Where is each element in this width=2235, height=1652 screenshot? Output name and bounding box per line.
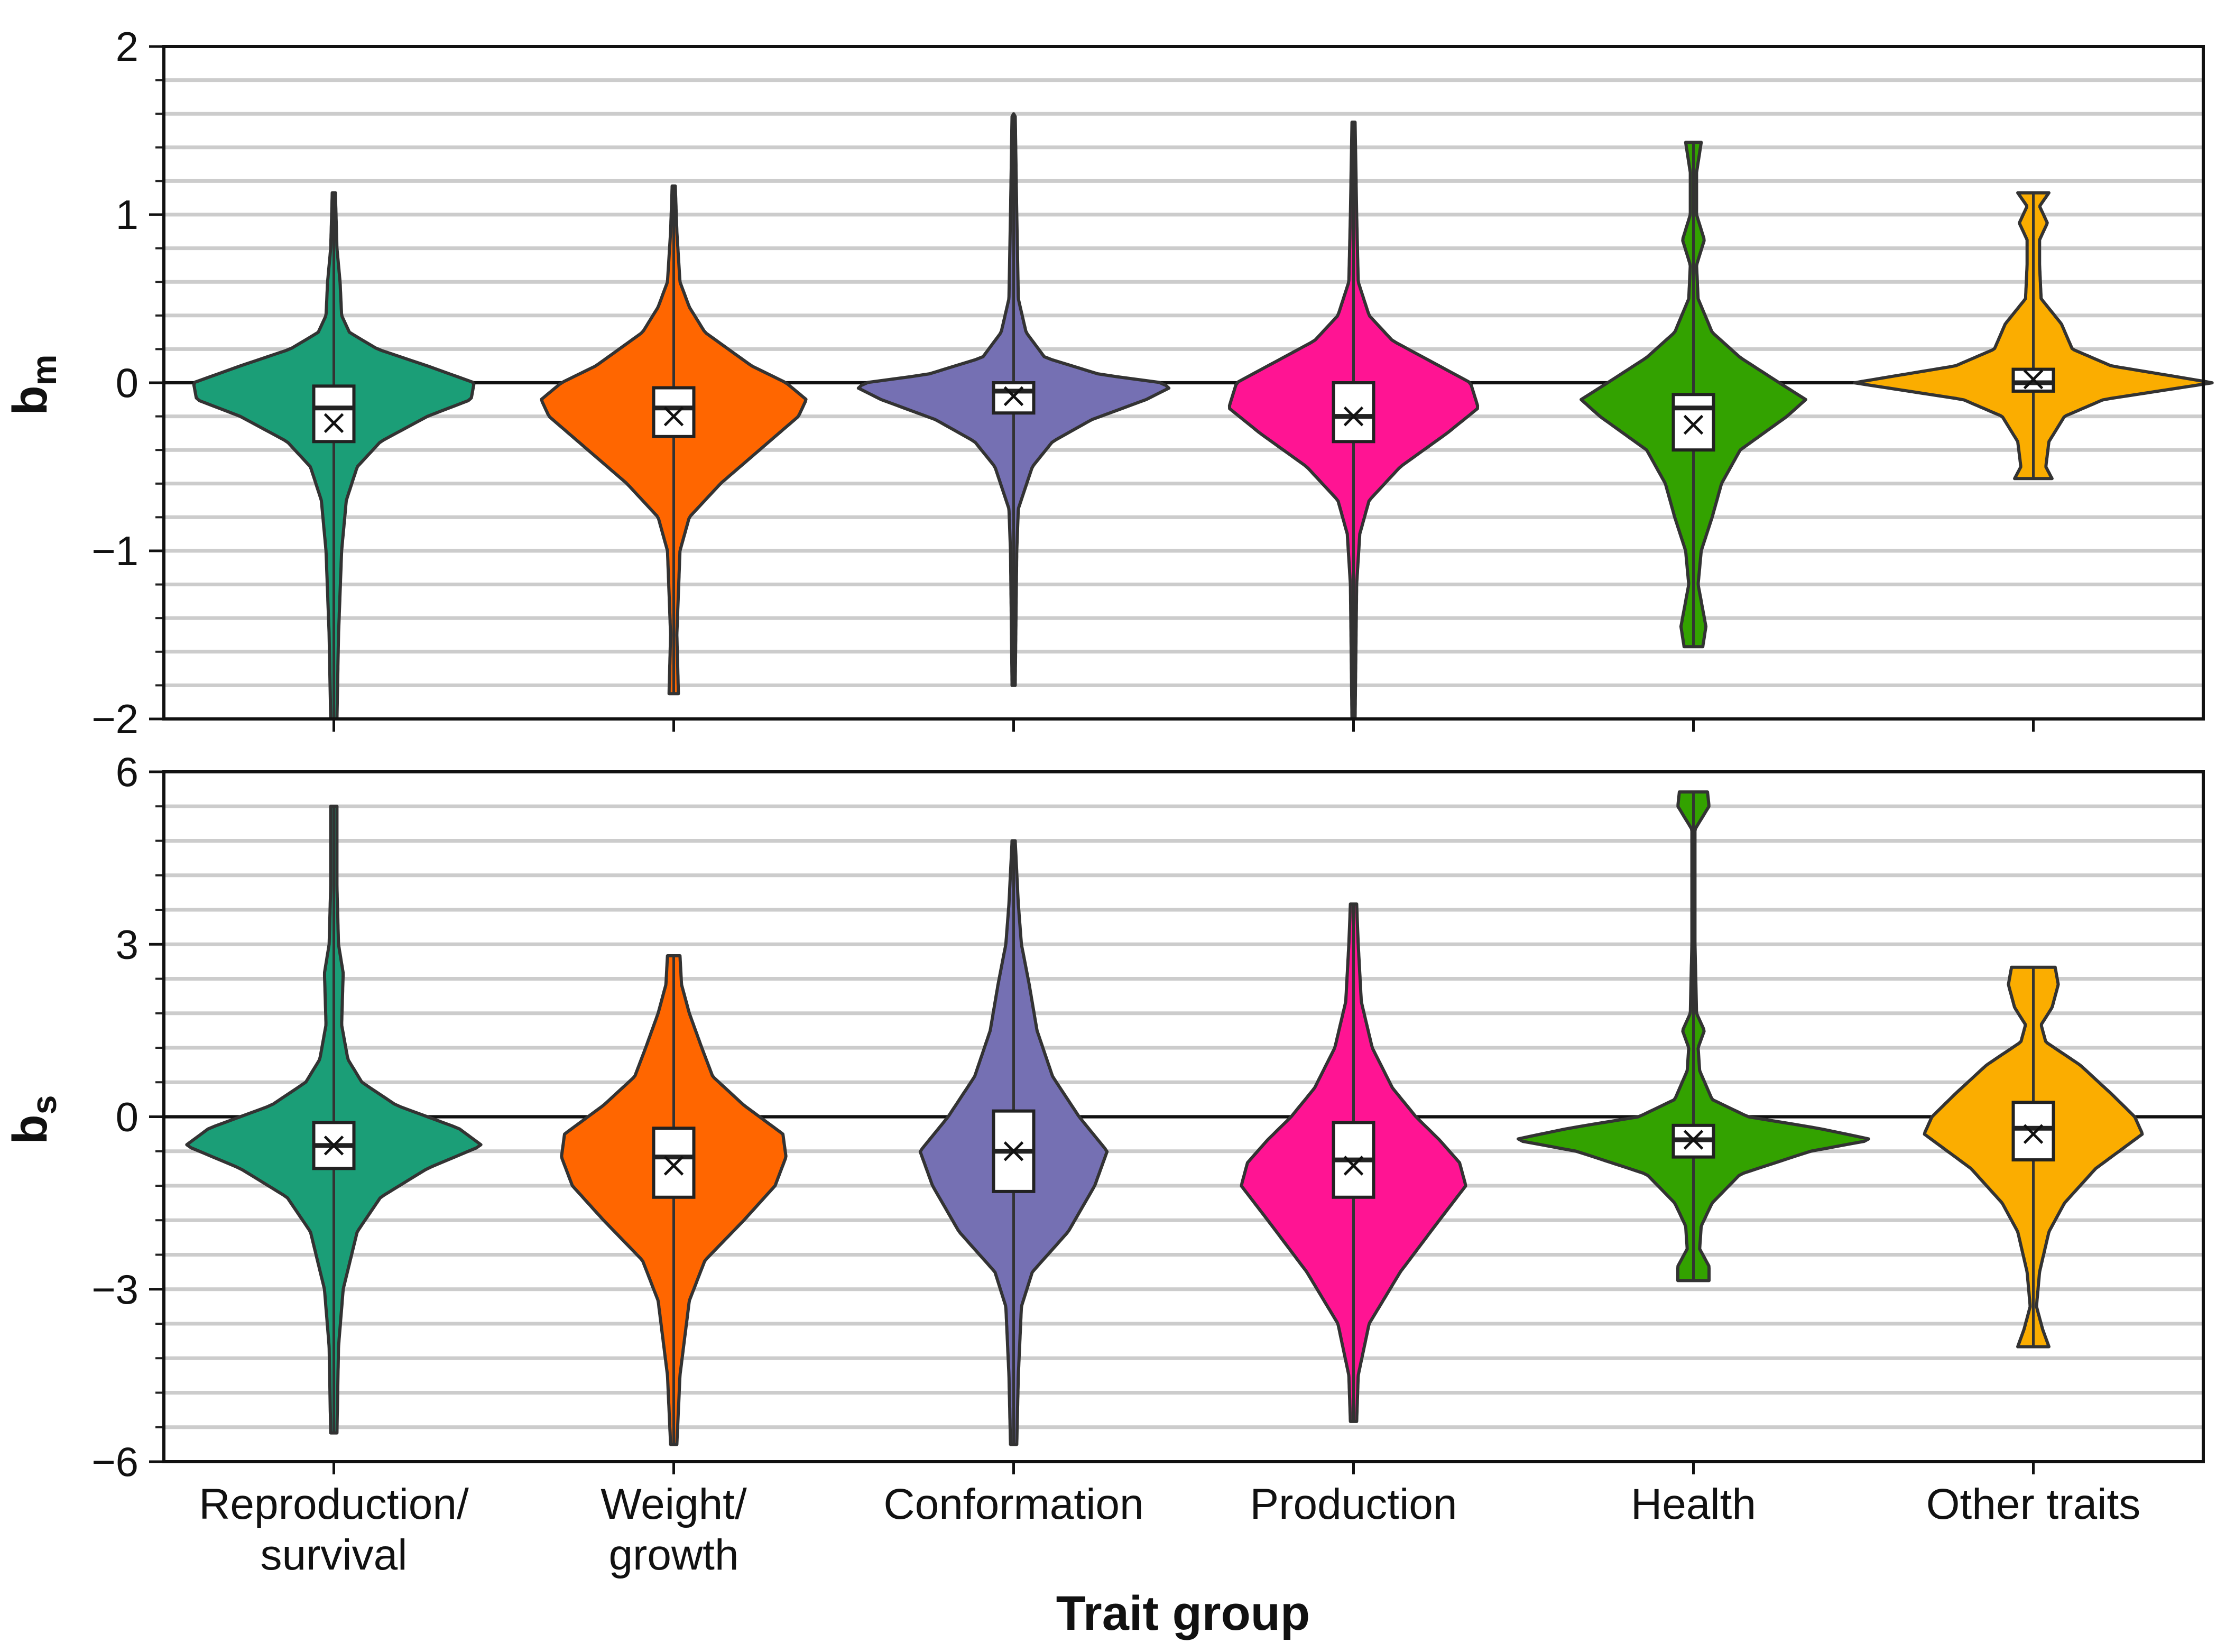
- bottom-y-axis-title-subscript: s: [24, 1095, 63, 1115]
- mean-marker: [2023, 1124, 2044, 1144]
- mean-marker: [1003, 386, 1024, 407]
- y-tick-label: 6: [116, 749, 138, 795]
- mean-marker: [324, 1136, 344, 1156]
- bottom-panel-frame: −6 −3 0 3 6: [91, 749, 2205, 1485]
- x-axis: Reproduction/survival Weight/growth Confor…: [199, 1480, 2140, 1579]
- iqr-box: [1671, 393, 1715, 452]
- x-category-label: Production: [1250, 1480, 1457, 1528]
- y-tick-label: −6: [91, 1438, 138, 1485]
- violin-1: [185, 805, 483, 1435]
- violin-1: [192, 191, 476, 721]
- y-tick-label: 2: [116, 23, 138, 70]
- mean-marker: [1683, 1130, 1704, 1150]
- violin-4: [1240, 902, 1467, 1423]
- top-y-axis-title: bm: [3, 355, 63, 416]
- violin-2: [560, 954, 788, 1446]
- violin-3: [918, 839, 1109, 1446]
- violin-6: [1923, 965, 2144, 1349]
- x-axis-title: Trait group: [1056, 1586, 1310, 1640]
- top-y-axis-title-subscript: m: [24, 355, 63, 386]
- y-tick-label: −1: [91, 528, 138, 574]
- mean-marker: [2023, 369, 2044, 390]
- mean-marker: [1343, 406, 1364, 427]
- violin-5: [1517, 790, 1870, 1282]
- bottom-y-axis-title-main: b: [3, 1114, 57, 1144]
- y-tick-label: 0: [116, 359, 138, 406]
- top-panel-frame: −2 −1 0 1 2: [91, 23, 2205, 742]
- top-panel-grid: [164, 78, 2203, 687]
- y-tick-label: 1: [116, 191, 138, 238]
- iqr-box: [652, 1127, 696, 1199]
- violin-5: [1580, 141, 1807, 649]
- x-category-label: Reproduction/survival: [199, 1480, 469, 1579]
- iqr-box: [312, 384, 356, 444]
- mean-marker: [1683, 414, 1704, 435]
- y-tick-label: −2: [91, 696, 138, 742]
- mean-marker: [324, 413, 344, 433]
- top-y-axis-title-main: b: [3, 385, 57, 415]
- x-category-label: Conformation: [883, 1480, 1143, 1528]
- mean-marker: [1343, 1156, 1364, 1176]
- violin-3: [856, 112, 1171, 687]
- iqr-box: [1332, 381, 1375, 444]
- bottom-y-axis-title: bs: [3, 1095, 63, 1145]
- mean-marker: [1003, 1141, 1024, 1161]
- y-tick-label: 3: [116, 921, 138, 967]
- bottom-panel-violins: [185, 790, 2144, 1446]
- y-tick-label: −3: [91, 1266, 138, 1313]
- mean-marker: [663, 406, 684, 427]
- x-category-label: Other traits: [1926, 1480, 2141, 1528]
- iqr-box: [2011, 1101, 2055, 1162]
- violin-2: [540, 184, 808, 696]
- iqr-box: [652, 386, 696, 438]
- violin-4: [1227, 121, 1480, 721]
- mean-marker: [663, 1156, 684, 1176]
- y-tick-label: 0: [116, 1094, 138, 1140]
- x-category-label: Health: [1631, 1480, 1756, 1528]
- x-category-label: Weight/growth: [601, 1480, 747, 1579]
- violin-6: [1853, 191, 2214, 481]
- bottom-panel-grid: [164, 804, 2203, 1429]
- top-panel-violins: [192, 112, 2214, 721]
